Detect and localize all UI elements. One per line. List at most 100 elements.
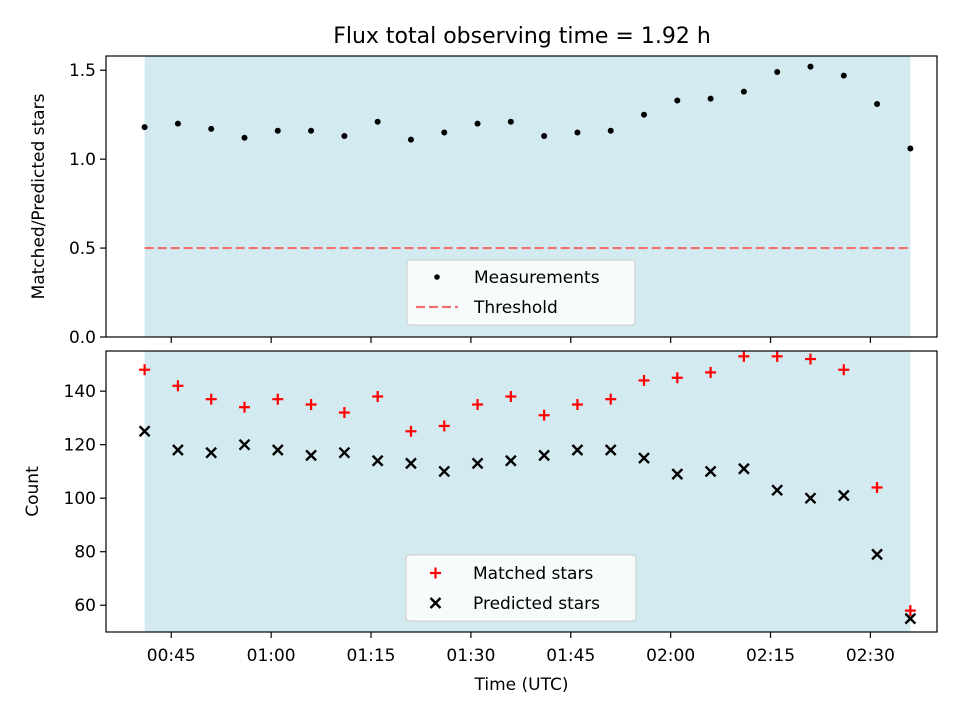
legend-box [405,554,637,622]
measurement-point [208,125,215,132]
bottom-x-ticks: 00:45 01:00 01:15 01:30 01:45 02:00 02:15 02:30 [147,632,895,666]
matched-star-point [871,481,883,493]
matched-star-point [172,380,184,392]
matched-star-point [139,364,151,376]
legend-label-threshold: Threshold [473,298,558,318]
y-tick-label: 100 [64,489,96,509]
chart-title: Flux total observing time = 1.92 h [333,24,711,49]
predicted-star-point [338,446,351,459]
y-tick-label: 60 [74,596,96,616]
legend-x-marker [429,597,442,609]
legend-plus-marker [430,567,441,579]
matched-star-point [804,353,816,365]
measurement-point [707,95,714,102]
predicted-stars-points [138,425,917,625]
bottom-y-axis-label: Count [23,466,43,517]
predicted-star-point [671,468,684,480]
legend-label-matched: Matched stars [473,564,593,584]
predicted-star-point [538,449,550,462]
predicted-star-point [471,457,484,470]
predicted-star-point [604,444,617,456]
measurement-point [740,88,747,95]
measurement-point [807,63,814,70]
x-axis-label: Time (UTC) [474,675,569,695]
x-tick-label: 00:45 [147,646,196,666]
matched-star-point [305,399,317,411]
matched-star-point [239,401,250,413]
x-tick-label: 02:30 [846,646,895,666]
x-tick-label: 01:45 [546,646,595,666]
bottom-y-ticks: 60 80 100 120 140 [64,382,106,616]
matched-star-point [372,390,384,402]
top-x-ticks [170,337,872,343]
predicted-star-point [405,457,417,470]
legend-label-measurements: Measurements [474,268,600,288]
measurement-point [907,145,914,152]
top-panel: 0.0 0.5 1.0 1.5 Matched/Predicted stars Mea… [29,55,938,348]
legend-label-predicted: Predicted stars [473,594,600,614]
predicted-star-point [438,465,451,478]
predicted-star-point [271,444,284,456]
measurement-point [341,133,348,140]
measurement-point [541,133,548,140]
predicted-star-point [205,446,218,459]
matched-star-point [472,399,484,411]
predicted-star-point [238,438,251,451]
matched-star-point [505,390,517,402]
measurement-point [308,127,315,134]
matched-star-point [638,374,650,386]
matched-star-point [605,393,617,405]
x-tick-label: 02:00 [646,646,695,666]
predicted-star-point [771,484,784,497]
bottom-axes-frame [105,350,938,633]
top-y-axis-label: Matched/Predicted stars [29,93,49,299]
matched-star-point [671,372,683,384]
predicted-star-point [172,444,184,456]
matched-star-point [571,399,583,411]
predicted-star-point [804,492,817,505]
measurement-point [574,129,581,136]
measurement-point [840,72,847,79]
measurement-point [141,124,148,131]
measurement-point [607,127,614,134]
predicted-star-point [371,454,384,467]
bottom-legend: Matched stars Predicted stars [405,554,637,622]
measurement-point [174,120,181,127]
measurement-point [641,111,648,118]
predicted-star-point [837,489,850,502]
legend-box [406,259,636,326]
x-tick-label: 01:30 [446,646,495,666]
top-legend: Measurements Threshold [406,259,636,326]
measurement-point [474,120,481,127]
measurement-points [141,63,914,152]
x-tick-label: 01:00 [247,646,296,666]
measurement-point [507,118,514,125]
y-tick-label: 120 [64,436,96,456]
y-tick-label: 0.0 [69,328,96,348]
predicted-star-point [904,612,917,625]
y-tick-label: 1.5 [69,61,96,81]
x-tick-label: 02:15 [746,646,795,666]
predicted-star-point [138,425,151,438]
predicted-star-point [738,462,750,475]
matched-stars-points [139,350,916,617]
matched-star-point [338,407,350,419]
predicted-star-point [871,548,883,561]
measurement-point [441,129,448,136]
matched-star-point [904,605,916,617]
matched-star-point [438,420,450,432]
matched-star-point [538,409,550,421]
legend-dot-marker [434,274,440,280]
predicted-star-point [504,454,517,467]
top-y-ticks: 0.0 0.5 1.0 1.5 [69,61,106,348]
measurement-point [374,118,381,125]
measurement-point [241,134,248,141]
top-axes-frame [105,55,938,338]
predicted-star-point [638,452,650,464]
measurement-point [774,69,781,76]
measurement-point [407,136,414,143]
measurement-point [874,101,881,108]
y-tick-label: 80 [74,543,96,563]
measurement-point [274,127,281,134]
